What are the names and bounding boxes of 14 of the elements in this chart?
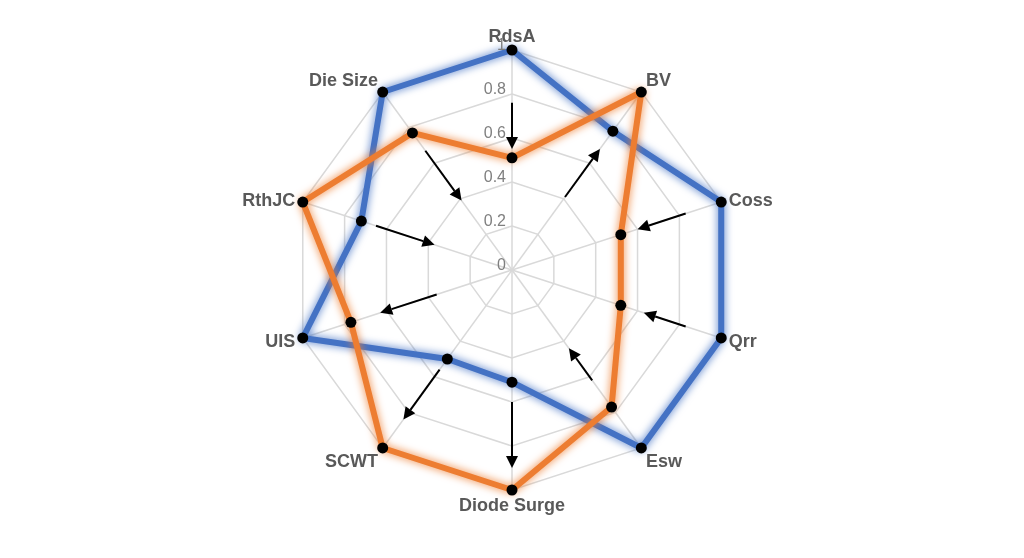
y-tick-label: 0.8 (483, 80, 507, 97)
spoke-label: Coss (728, 189, 773, 210)
y-tick-label: 0.6 (483, 124, 507, 141)
spoke-label: Qrr (728, 330, 757, 351)
spoke-label: BV (646, 69, 672, 90)
spoke-label: SCWT (324, 451, 378, 472)
y-tick-label: 0.4 (483, 168, 507, 185)
spoke-label: UIS (265, 330, 296, 351)
y-tick-label: 0 (497, 256, 507, 273)
y-tick-label: 0.2 (483, 212, 507, 229)
spoke-label: Diode Surge (458, 494, 566, 515)
spoke-label: RthJC (242, 189, 296, 210)
spoke-label: Die Size (308, 69, 378, 90)
spoke-label: Esw (646, 451, 684, 472)
